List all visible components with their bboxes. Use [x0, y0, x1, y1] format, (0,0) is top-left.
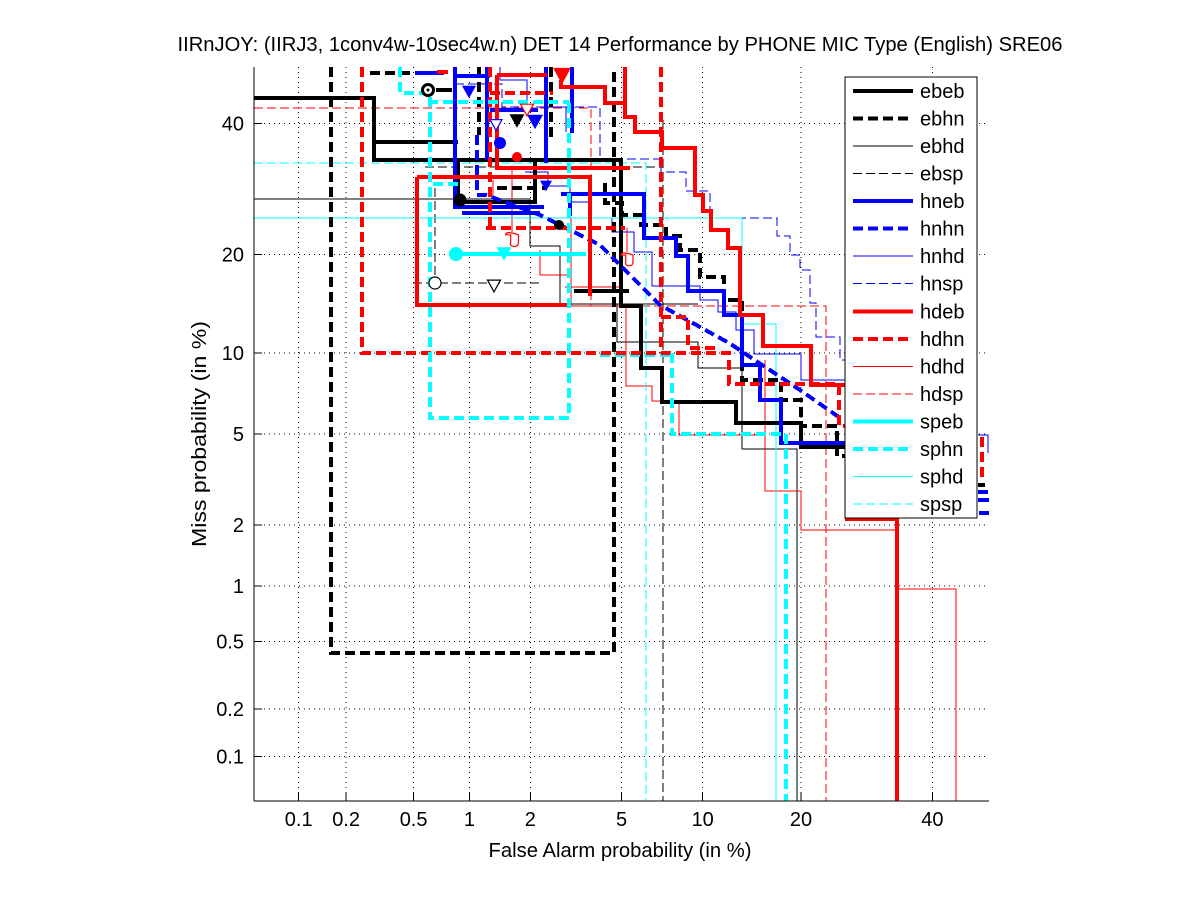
svg-text:hnsp: hnsp: [920, 274, 963, 296]
svg-text:speb: speb: [920, 412, 963, 434]
svg-text:1: 1: [233, 576, 244, 598]
svg-text:20: 20: [222, 245, 244, 267]
svg-text:0.1: 0.1: [216, 746, 244, 768]
svg-text:sphn: sphn: [920, 439, 963, 461]
svg-text:hdhn: hdhn: [920, 329, 965, 351]
svg-text:IIRnJOY: (IIRJ3, 1conv4w-10sec: IIRnJOY: (IIRJ3, 1conv4w-10sec4w.n) DET …: [178, 34, 1063, 56]
svg-text:ebsp: ebsp: [920, 164, 963, 186]
svg-text:40: 40: [222, 114, 244, 136]
svg-text:hneb: hneb: [920, 191, 965, 213]
svg-text:hnhn: hnhn: [920, 219, 965, 241]
svg-text:5: 5: [233, 424, 244, 446]
svg-text:0.1: 0.1: [285, 809, 313, 831]
svg-text:hdeb: hdeb: [920, 301, 965, 323]
svg-text:40: 40: [921, 809, 943, 831]
svg-text:Miss probability (in %): Miss probability (in %): [189, 321, 211, 547]
svg-text:0.5: 0.5: [216, 632, 244, 654]
svg-text:2: 2: [525, 809, 536, 831]
svg-text:hdsp: hdsp: [920, 384, 963, 406]
svg-text:20: 20: [790, 809, 812, 831]
svg-text:0.2: 0.2: [332, 809, 360, 831]
svg-text:hnhd: hnhd: [920, 246, 965, 268]
svg-text:1: 1: [464, 809, 475, 831]
svg-text:ebhn: ebhn: [920, 108, 965, 130]
svg-text:hdhd: hdhd: [920, 356, 965, 378]
svg-text:0.2: 0.2: [216, 699, 244, 721]
svg-text:sphd: sphd: [920, 467, 963, 489]
svg-text:10: 10: [222, 343, 244, 365]
svg-text:spsp: spsp: [920, 494, 962, 516]
svg-text:2: 2: [233, 515, 244, 537]
svg-text:10: 10: [692, 809, 714, 831]
svg-text:0.5: 0.5: [400, 809, 428, 831]
svg-text:ebeb: ebeb: [920, 81, 965, 103]
svg-text:False Alarm probability (in %): False Alarm probability (in %): [489, 840, 752, 862]
svg-text:5: 5: [616, 809, 627, 831]
svg-text:ebhd: ebhd: [920, 136, 965, 158]
